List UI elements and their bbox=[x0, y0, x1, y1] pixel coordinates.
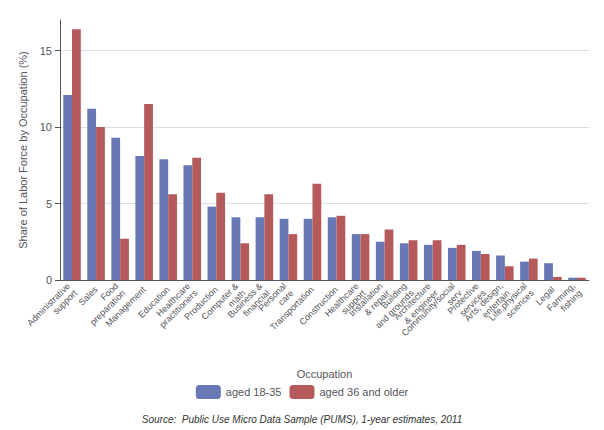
svg-text:Production: Production bbox=[182, 284, 220, 322]
svg-text:Administrative: Administrative bbox=[25, 280, 72, 328]
svg-text:Healthcare: Healthcare bbox=[154, 280, 193, 319]
svg-text:practitioners: practitioners bbox=[157, 288, 200, 330]
svg-text:5: 5 bbox=[46, 198, 52, 210]
svg-text:Education: Education bbox=[136, 284, 172, 320]
svg-text:sciences: sciences bbox=[504, 288, 536, 320]
svg-text:Sales: Sales bbox=[77, 284, 100, 307]
svg-text:Occupation: Occupation bbox=[297, 368, 353, 380]
svg-text:Arts, design,: Arts, design, bbox=[462, 280, 505, 324]
svg-text:and grounds: and grounds bbox=[373, 288, 416, 331]
svg-text:Transportation: Transportation bbox=[268, 284, 316, 333]
svg-text:Building: Building bbox=[379, 280, 409, 311]
svg-text:Share of Labor Force by Occupa: Share of Labor Force by Occupation (%) bbox=[17, 51, 29, 248]
svg-text:Installation: Installation bbox=[347, 280, 385, 319]
svg-text:10: 10 bbox=[40, 121, 52, 133]
svg-text:15: 15 bbox=[40, 45, 52, 57]
svg-text:& engineer: & engineer bbox=[402, 288, 440, 326]
svg-text:math: math bbox=[226, 288, 248, 310]
svg-text:care: care bbox=[276, 288, 296, 308]
svg-text:entertain: entertain bbox=[480, 288, 512, 320]
svg-text:& repair: & repair bbox=[362, 288, 392, 318]
svg-text:Life,physical: Life,physical bbox=[486, 280, 529, 323]
svg-text:Healthcare: Healthcare bbox=[322, 280, 361, 319]
svg-text:Food: Food bbox=[98, 280, 121, 303]
svg-text:Management: Management bbox=[103, 284, 148, 329]
svg-text:Community/social: Community/social bbox=[399, 280, 457, 339]
svg-text:Construction: Construction bbox=[297, 284, 341, 328]
svg-text:preparation: preparation bbox=[88, 288, 128, 328]
svg-text:0: 0 bbox=[46, 274, 52, 286]
svg-text:fishing: fishing bbox=[559, 288, 584, 313]
svg-text:Legal: Legal bbox=[533, 284, 557, 308]
svg-text:services: services bbox=[457, 288, 488, 319]
svg-text:aged 36 and older: aged 36 and older bbox=[319, 386, 408, 398]
svg-text:Architecture: Architecture bbox=[391, 280, 433, 322]
svg-text:financial: financial bbox=[241, 288, 272, 319]
svg-text:Farming,: Farming, bbox=[544, 280, 577, 314]
svg-text:support: support bbox=[51, 288, 80, 317]
svg-text:support: support bbox=[339, 288, 368, 317]
svg-text:Computer &: Computer & bbox=[199, 280, 241, 322]
svg-text:aged 18-35: aged 18-35 bbox=[226, 386, 282, 398]
svg-text:serv: serv bbox=[444, 288, 464, 308]
svg-text:Protective: Protective bbox=[445, 280, 481, 317]
svg-text:Business &: Business & bbox=[225, 280, 265, 320]
svg-text:Source: Public Use Micro Data: Source: Public Use Micro Data Sample (PU… bbox=[142, 414, 463, 425]
svg-text:Personal: Personal bbox=[256, 280, 289, 314]
